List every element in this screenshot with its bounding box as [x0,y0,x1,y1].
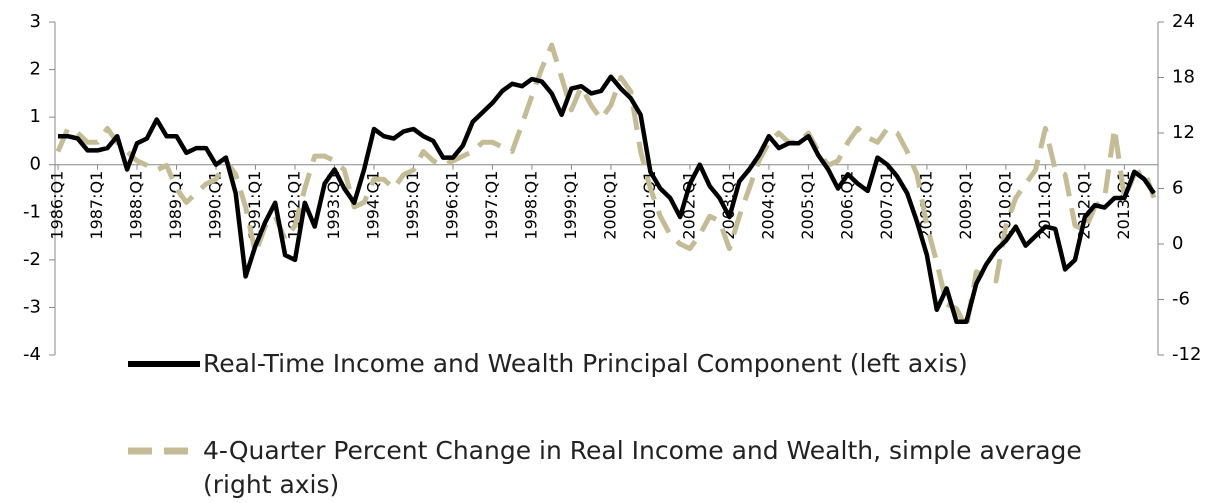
y2-tick-label: -12 [1172,344,1201,365]
x-tick-label: 2009:Q1 [956,171,975,240]
x-tick-label: 2008:Q1 [916,171,935,240]
y-tick-label: 1 [30,106,41,127]
y-tick-label: 2 [30,59,41,80]
y-tick-label: -3 [23,296,41,317]
x-tick-label: 1995:Q1 [403,171,422,240]
x-tick-label: 2010:Q1 [995,171,1014,240]
x-tick-label: 1990:Q1 [205,171,224,240]
x-tick-label: 2007:Q1 [877,171,896,240]
x-tick-label: 1986:Q1 [48,171,67,240]
x-tick-label: 1987:Q1 [87,171,106,240]
y2-tick-label: -6 [1172,289,1190,310]
x-tick-label: 2006:Q1 [837,171,856,240]
x-tick-label: 1992:Q1 [284,171,303,240]
y-tick-label: -4 [23,344,41,365]
x-tick-label: 1996:Q1 [442,171,461,240]
y-tick-label: 0 [30,154,41,175]
y-tick-label: -1 [23,201,41,222]
y-tick-label: 3 [30,11,41,32]
y2-tick-label: 0 [1172,233,1183,254]
y2-tick-label: 24 [1172,11,1195,32]
x-tick-label: 1997:Q1 [482,171,501,240]
x-tick-label: 1989:Q1 [166,171,185,240]
x-tick-label: 1988:Q1 [126,171,145,240]
x-tick-label: 2003:Q1 [719,171,738,240]
x-tick-label: 2002:Q1 [679,171,698,240]
x-tick-label: 2001:Q1 [640,171,659,240]
y2-tick-label: 6 [1172,178,1183,199]
x-tick-label: 2004:Q1 [758,171,777,240]
legend-label: 4-Quarter Percent Change in Real Income … [203,436,1082,499]
x-tick-label: 1993:Q1 [324,171,343,240]
x-tick-label: 2011:Q1 [1035,171,1054,240]
line-series [58,74,1156,324]
x-tick-label: 1999:Q1 [561,171,580,240]
legend-label: Real-Time Income and Wealth Principal Co… [203,349,968,378]
x-tick-label: 2005:Q1 [798,171,817,240]
x-tick-label: 1994:Q1 [363,171,382,240]
y2-tick-label: 18 [1172,67,1195,88]
x-tick-label: 1998:Q1 [521,171,540,240]
x-tick-label: 2000:Q1 [600,171,619,240]
y2-tick-label: 12 [1172,122,1195,143]
y-tick-label: -2 [23,249,41,270]
x-tick-label: 1991:Q1 [245,171,264,240]
